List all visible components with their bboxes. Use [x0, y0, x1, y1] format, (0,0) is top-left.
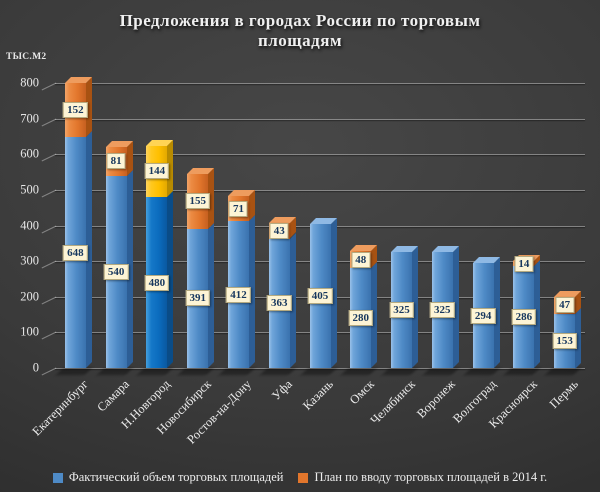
bar-shadow	[55, 368, 92, 375]
bar-shadow	[218, 368, 255, 375]
bar-2-plan-value-label: 144	[144, 163, 170, 180]
bar-shadow	[178, 368, 215, 375]
bar-12-actual-value-label: 153	[552, 332, 577, 349]
legend-swatch-plan-icon	[298, 472, 309, 483]
bar-shadow	[422, 368, 459, 375]
legend-item-plan: План по вводу торговых площадей в 2014 г…	[298, 470, 547, 485]
y-axis-unit-label: ТЫС.М2	[6, 52, 47, 62]
bar-shadow	[96, 368, 133, 375]
bar-10-actual-value-label: 294	[470, 307, 496, 324]
gridline	[55, 154, 585, 156]
bar-2-actual-value-label: 480	[144, 274, 170, 291]
bar-12-plan-value-label: 47	[555, 297, 575, 314]
bar-1-plan-value-label: 81	[106, 153, 126, 170]
legend-item-actual: Фактический объем торговых площадей	[52, 470, 284, 485]
bar-shadow	[259, 368, 296, 375]
bar-6-actual-value-label: 405	[307, 287, 333, 304]
y-tick-label: 100	[20, 324, 39, 339]
bar-7-actual-value-label: 280	[348, 310, 374, 327]
legend-label-actual: Фактический объем торговых площадей	[68, 470, 284, 484]
bar-1-actual-value-label: 540	[103, 263, 129, 280]
y-tick-label: 600	[20, 146, 39, 161]
bar-3-actual-value-label: 391	[185, 290, 210, 307]
bar-11-plan-value-label: 14	[514, 255, 534, 272]
bar-shadow	[382, 368, 419, 375]
gridline	[55, 118, 585, 120]
bar-4-actual-value-label: 412	[226, 286, 251, 303]
bar-4-plan-value-label: 71	[228, 200, 248, 217]
chart-title-line-2: площадям	[257, 31, 343, 50]
bar-shadow	[545, 368, 582, 375]
y-tick-label: 400	[20, 218, 39, 232]
bar-0	[55, 77, 92, 375]
bar-0-plan-value-label: 152	[63, 102, 88, 119]
y-tick-label: 200	[20, 289, 39, 304]
bar-shadow	[341, 368, 378, 375]
bar-11-actual-value-label: 286	[511, 309, 537, 326]
bar-4	[218, 189, 255, 375]
bar-shadow	[137, 368, 174, 375]
bar-shadow	[300, 368, 337, 375]
bar-shadow	[463, 368, 500, 375]
y-tick-label: 500	[20, 182, 39, 197]
bar-8-actual-value-label: 325	[389, 302, 414, 319]
y-tick-label: 800	[20, 75, 39, 90]
bar-shadow	[504, 368, 541, 375]
gridline	[55, 368, 585, 369]
y-tick-label: 300	[20, 253, 39, 268]
bar-5-plan-value-label: 43	[269, 223, 289, 240]
gridline	[55, 83, 585, 84]
legend-label-plan: План по вводу торговых площадей в 2014 г…	[314, 470, 548, 484]
bar-9-actual-value-label: 325	[430, 302, 455, 319]
legend: Фактический объем торговых площадей План…	[0, 470, 600, 485]
bar-3-plan-value-label: 155	[185, 193, 210, 210]
y-tick-label: 0	[32, 360, 39, 375]
bar-1	[96, 140, 133, 375]
bar-7-plan-value-label: 48	[351, 251, 371, 268]
bar-0-actual-value-label: 648	[63, 244, 88, 261]
legend-swatch-actual-icon	[52, 472, 63, 483]
plot-area: 0 100 200 300 400 500 600 700 800 648 152 Екатеринб…	[20, 76, 585, 447]
gridline	[55, 189, 585, 191]
y-tick-label: 700	[20, 111, 39, 126]
chart-title: Предложения в городах России по торговым…	[0, 11, 600, 51]
chart-title-line-1: Предложения в городах России по торговым	[119, 11, 481, 30]
bar-5-actual-value-label: 363	[266, 295, 292, 312]
